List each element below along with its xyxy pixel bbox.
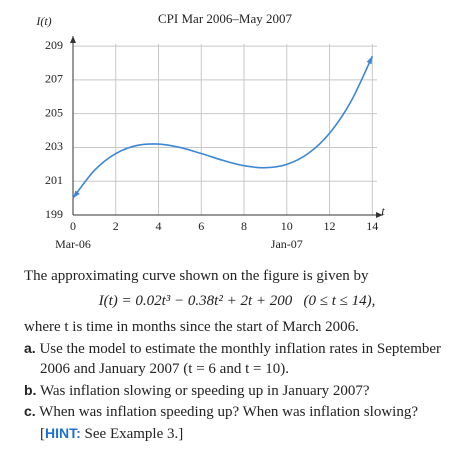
item-label: b. — [24, 381, 37, 398]
item: a. Use the model to estimate the monthly… — [24, 338, 450, 380]
y-tick-label: 205 — [45, 105, 63, 119]
item-label: c. — [24, 403, 36, 419]
x-tick-label: 0 — [70, 219, 76, 233]
y-axis-label: I(t) — [35, 14, 51, 28]
chart-title: CPI Mar 2006–May 2007 — [158, 11, 292, 26]
item-text: Was inflation slowing or speeding up in … — [39, 382, 370, 399]
chart: CPI Mar 2006–May 2007 I(t) t 19920120320… — [35, 11, 385, 251]
x-tick-label: 8 — [241, 219, 247, 233]
curve-arrow — [73, 190, 80, 199]
hint-text: See Example 3.] — [84, 425, 184, 442]
x-tick-label: 10 — [281, 219, 293, 233]
x-axis-label: t — [381, 204, 385, 218]
curve — [72, 55, 374, 199]
item-label: a. — [24, 339, 36, 356]
item: b. Was inflation slowing or speeding up … — [24, 380, 450, 402]
y-tick-label: 207 — [45, 72, 63, 86]
y-tick-label: 199 — [45, 207, 63, 221]
intro: The approximating curve shown on the fig… — [24, 268, 369, 284]
y-tick-label: 203 — [45, 139, 63, 153]
hint-bracket: [ — [40, 425, 45, 442]
problem-text: The approximating curve shown on the fig… — [24, 266, 450, 444]
item: c. When was inflation speeding up? When … — [24, 401, 450, 444]
x-tick-label: 6 — [198, 219, 204, 233]
formula: I(t) = 0.02t³ − 0.38t² + 2t + 200 (0 ≤ t… — [98, 292, 376, 309]
y-arrow — [70, 36, 76, 43]
where: where t is time in months since the star… — [24, 319, 359, 335]
y-tick-label: 209 — [45, 38, 63, 52]
item-text: When was inflation speeding up? When was… — [39, 404, 418, 420]
x-tick-label: 4 — [156, 219, 162, 233]
x-arrow — [376, 212, 383, 218]
x-tick-label: 2 — [113, 219, 119, 233]
x-tick-label: 14 — [366, 219, 378, 233]
hint: HINT: — [45, 424, 81, 441]
y-tick-label: 201 — [45, 173, 63, 187]
item-text: Use the model to estimate the monthly in… — [39, 340, 442, 378]
annotation: Jan-07 — [271, 237, 303, 251]
annotation: Mar-06 — [55, 237, 91, 251]
x-tick-label: 12 — [324, 219, 336, 233]
curve-arrow — [366, 56, 373, 65]
